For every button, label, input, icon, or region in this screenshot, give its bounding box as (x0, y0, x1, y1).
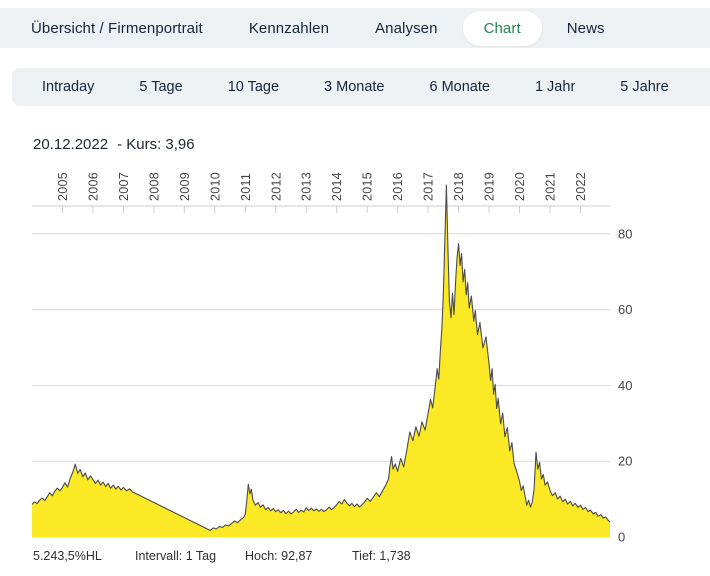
chart-date: 20.12.2022 (33, 136, 109, 153)
price-line (31, 184, 611, 531)
y-axis-label: 20 (618, 454, 632, 469)
x-axis-label: 2006 (86, 172, 100, 201)
x-axis-label: 2015 (361, 172, 375, 201)
x-axis-label: 2016 (391, 172, 405, 201)
primary-nav: Übersicht / Firmenportrait Kennzahlen Anal… (0, 8, 710, 48)
x-axis-label: 2017 (422, 172, 436, 201)
x-axis-label: 2012 (269, 172, 283, 201)
high-label: Hoch: 92,87 (245, 549, 313, 563)
range-item-3-monate[interactable]: 3 Monate (324, 79, 385, 95)
low-label: Tief: 1,738 (352, 549, 411, 563)
x-axis-label: 2021 (543, 172, 557, 201)
x-axis-label: 2013 (300, 172, 314, 201)
y-axis-label: 0 (618, 530, 625, 545)
x-axis-label: 2014 (330, 172, 344, 201)
interval-label: Intervall: 1 Tag (135, 549, 217, 563)
range-toolbar: Intraday 5 Tage 10 Tage 3 Monate 6 Monate 1 J… (12, 68, 710, 106)
x-axis-label: 2019 (483, 172, 497, 201)
range-item-10-tage[interactable]: 10 Tage (227, 79, 280, 95)
x-axis-label: 2011 (239, 173, 253, 201)
x-axis-label: 2018 (452, 172, 466, 201)
nav-item-übersicht-firmenportrait[interactable]: Übersicht / Firmenportrait (31, 19, 203, 37)
nav-item-news[interactable]: News (566, 19, 605, 37)
nav-item-chart[interactable]: Chart (462, 10, 542, 46)
x-axis-label: 2005 (56, 172, 70, 201)
range-item-1-jahr[interactable]: 1 Jahr (534, 79, 576, 95)
x-axis-label: 2008 (147, 172, 161, 201)
y-axis-label: 40 (618, 378, 632, 393)
y-axis-label: 60 (618, 302, 632, 317)
x-axis-label: 2010 (208, 172, 222, 201)
range-item-5-jahre[interactable]: 5 Jahre (620, 79, 669, 95)
price-chart-canvas[interactable]: 0 20 40 60 80 2005 2006 2007 2008 2009 2010 2011 201… (0, 150, 710, 571)
chart-footer: 5.243,5%HL Intervall: 1 Tag Hoch: 92,87 … (0, 549, 710, 569)
x-axis-label: 2009 (178, 172, 192, 201)
x-axis-label: 2022 (574, 172, 588, 201)
nav-item-kennzahlen[interactable]: Kennzahlen (248, 19, 330, 37)
range-item-5-tage[interactable]: 5 Tage (139, 79, 183, 95)
x-axis-label: 2007 (117, 172, 131, 201)
price-chart[interactable]: 0 20 40 60 80 2005 2006 2007 2008 2009 2010 2011 201… (0, 150, 710, 571)
chart-title: 20.12.2022 - Kurs: 3,96 (33, 136, 195, 153)
price-area-fill (32, 185, 610, 537)
nav-item-analysen[interactable]: Analysen (375, 19, 438, 37)
x-axis-label: 2020 (513, 172, 527, 201)
range-item-intraday[interactable]: Intraday (42, 79, 95, 95)
range-item-6-monate[interactable]: 6 Monate (429, 79, 490, 95)
chart-last-price: - Kurs: 3,96 (117, 136, 195, 153)
y-axis-label: 80 (618, 226, 632, 241)
range-change-label: 5.243,5%HL (33, 549, 102, 563)
